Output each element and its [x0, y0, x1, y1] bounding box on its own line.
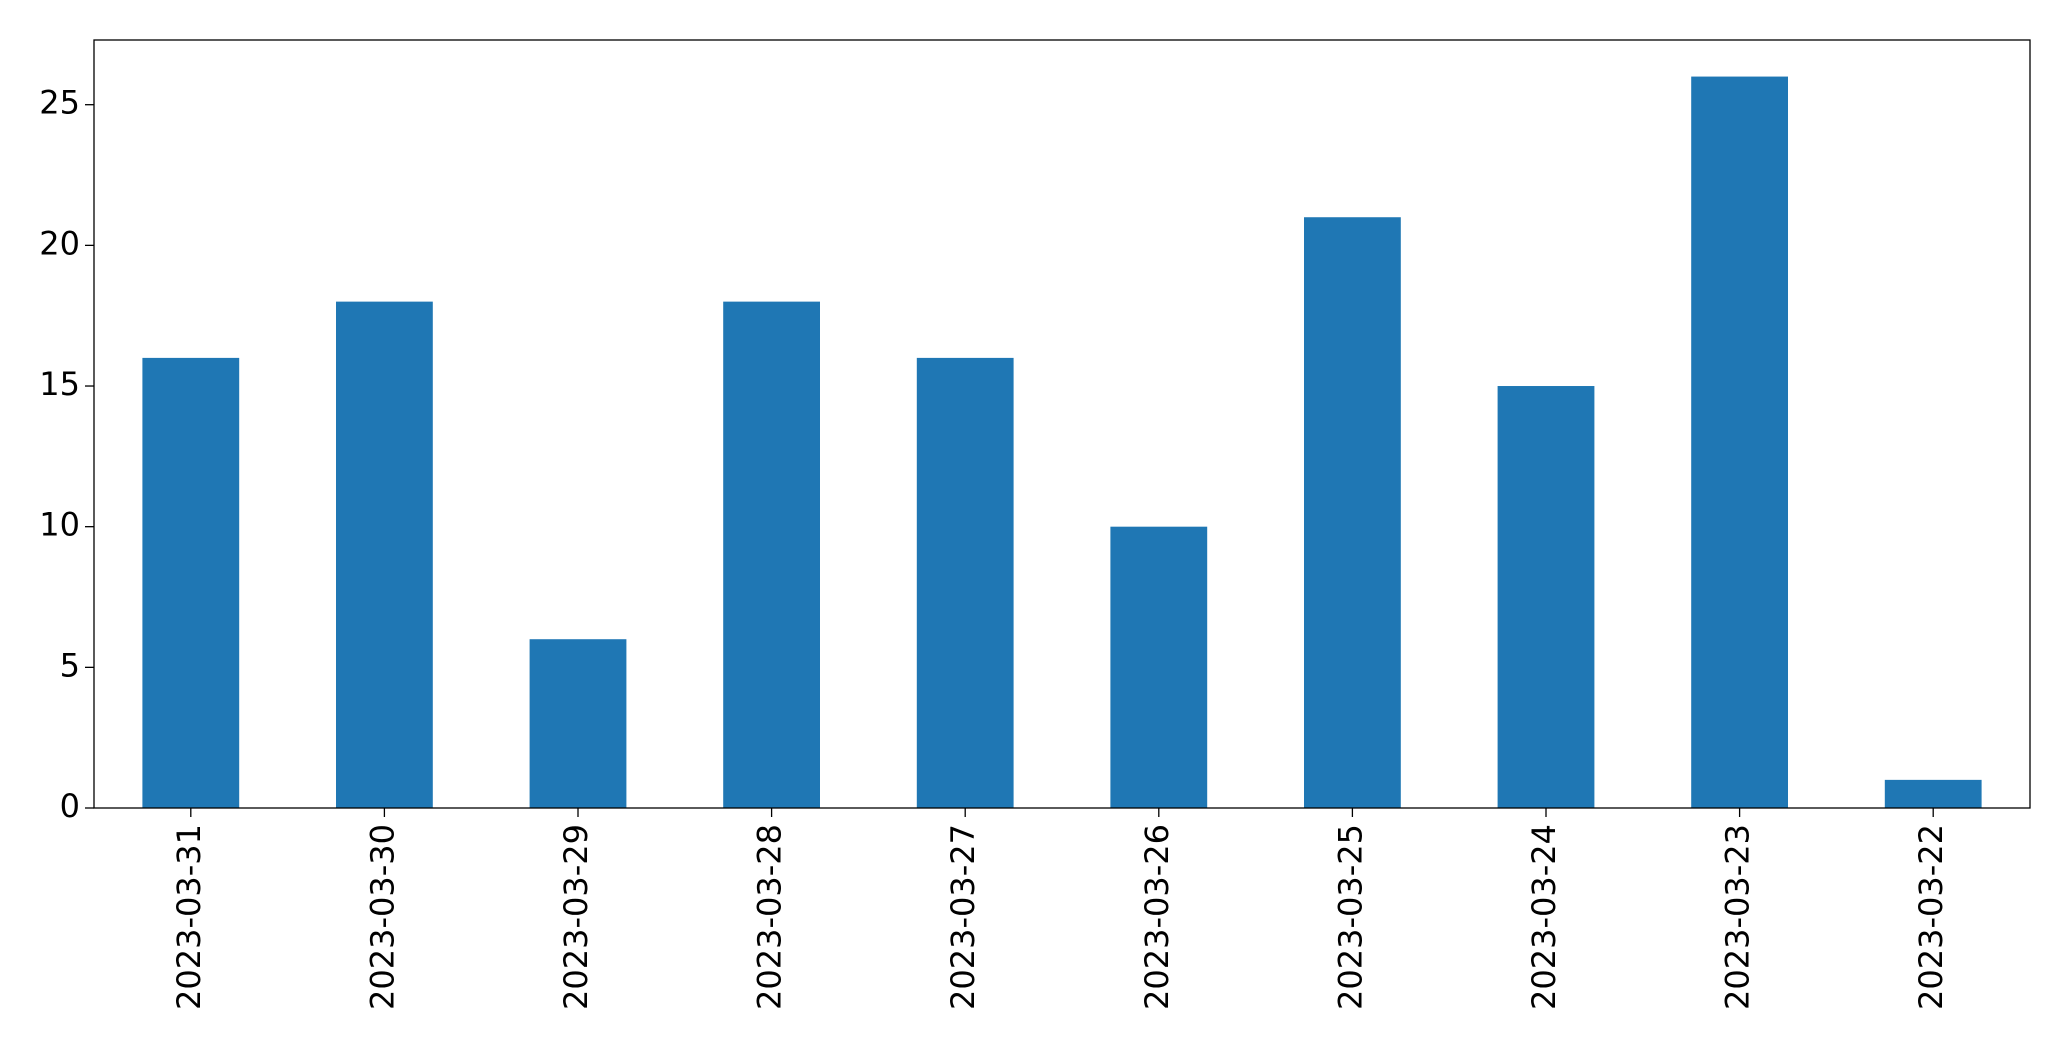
y-tick-label: 0 [60, 787, 80, 825]
bar [1304, 217, 1401, 808]
x-tick-label: 2023-03-24 [1525, 824, 1563, 1010]
bar [1884, 779, 1982, 808]
y-tick-label: 5 [60, 646, 80, 684]
bar [723, 301, 820, 808]
bar [336, 301, 433, 808]
y-tick-label: 25 [39, 84, 80, 122]
bar [916, 357, 1014, 808]
x-tick-label: 2023-03-30 [363, 824, 401, 1010]
plot-frame [93, 39, 2031, 809]
y-tick-label: 10 [39, 506, 80, 544]
bar [1497, 386, 1595, 808]
x-tick-label: 2023-03-25 [1331, 824, 1369, 1010]
x-tick-label: 2023-03-31 [170, 824, 208, 1010]
x-tick-label: 2023-03-23 [1719, 824, 1757, 1010]
y-tick-label: 20 [39, 224, 80, 262]
x-tick-label: 2023-03-22 [1912, 824, 1950, 1010]
bar [1691, 76, 1788, 809]
x-tick-label: 2023-03-26 [1138, 824, 1176, 1010]
y-tick-label: 15 [39, 365, 80, 403]
bar [529, 639, 627, 808]
x-tick-label: 2023-03-29 [557, 824, 595, 1010]
x-tick-label: 2023-03-27 [944, 824, 982, 1010]
bar [1110, 526, 1208, 808]
bar [142, 357, 240, 808]
x-tick-label: 2023-03-28 [751, 824, 789, 1010]
